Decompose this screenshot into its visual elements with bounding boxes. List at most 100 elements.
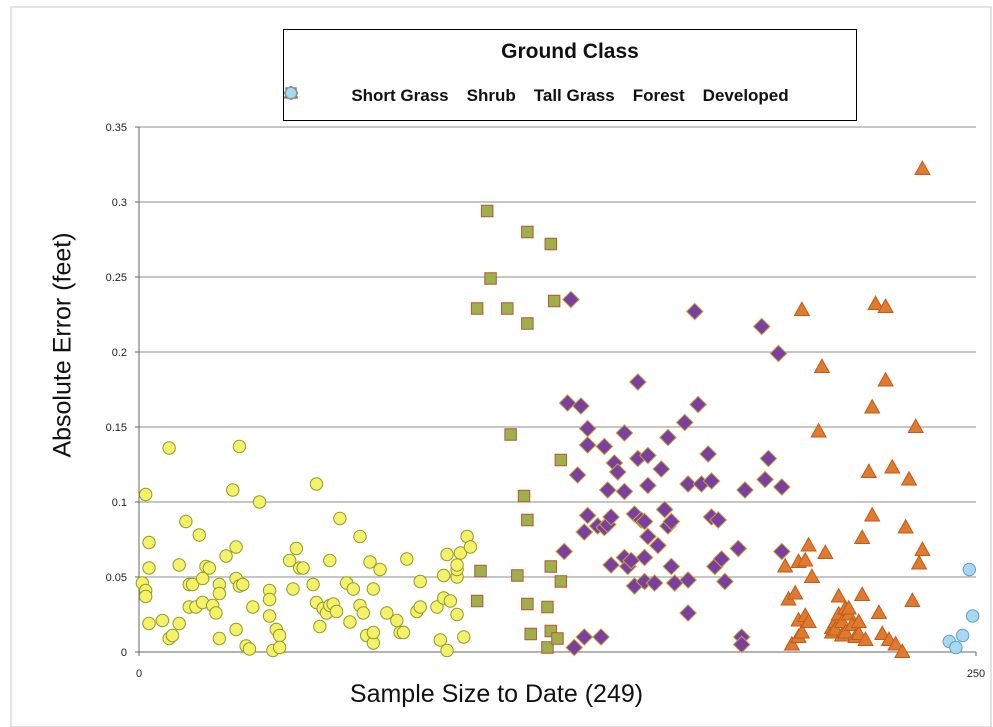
short-grass-point <box>313 619 327 634</box>
short-grass-point <box>440 643 454 658</box>
short-grass-point <box>179 514 193 529</box>
short-grass-point <box>450 558 464 572</box>
short-grass-point <box>450 607 464 622</box>
forest-point <box>803 568 821 583</box>
shrub-point <box>480 204 494 218</box>
tall-grass-point <box>628 373 647 391</box>
tall-grass-point <box>685 302 704 321</box>
legend-title: Ground Class <box>501 40 639 63</box>
developed-point <box>949 640 963 655</box>
short-grass-point <box>226 483 240 497</box>
shrub-point <box>504 428 517 441</box>
forest-point <box>796 551 814 567</box>
legend-item-forest: Forest <box>284 86 685 106</box>
short-grass-point <box>463 540 478 554</box>
legend: Ground Class Short Grass Shrub Tall Grass F… <box>283 29 857 121</box>
forest-point <box>877 371 894 387</box>
tall-grass-point <box>592 628 610 646</box>
short-grass-point <box>262 609 277 623</box>
legend-label: Tall Grass <box>533 86 615 105</box>
forest-point <box>840 599 858 615</box>
short-grass-point <box>396 625 411 640</box>
tall-grass-point <box>608 463 627 481</box>
tall-grass-point <box>679 571 697 589</box>
short-grass-point <box>457 630 471 644</box>
short-grass-point <box>142 561 156 575</box>
tall-grass-point <box>715 572 734 591</box>
shrub-point <box>521 317 534 330</box>
forest-point <box>867 295 884 310</box>
short-grass-point <box>209 606 223 620</box>
short-grass-point <box>296 561 310 575</box>
y-tick-label: 0.3 <box>112 197 127 209</box>
short-grass-point <box>232 439 247 454</box>
tall-grass-point <box>712 550 731 568</box>
short-grass-point <box>436 568 451 583</box>
short-grass-point <box>142 616 156 631</box>
legend-items: Short Grass Shrub Tall Grass Forest Develope… <box>284 86 856 106</box>
forest-point <box>800 613 817 628</box>
short-grass-point <box>172 558 186 572</box>
shrub-point <box>517 489 531 503</box>
shrub-point <box>501 302 514 315</box>
forest-point <box>870 604 888 619</box>
forest-point <box>914 160 931 175</box>
developed-point <box>962 562 977 577</box>
legend-label: Developed <box>702 86 789 105</box>
tall-grass-point <box>575 628 594 646</box>
tall-grass-point <box>578 436 597 454</box>
forest-point <box>910 554 928 570</box>
forest-point <box>887 635 904 651</box>
forest-point <box>877 298 894 313</box>
short-grass-point <box>400 552 414 566</box>
tall-grass-point <box>729 539 748 558</box>
legend-item-short-grass: Short Grass <box>284 86 449 106</box>
shrub-point <box>554 575 568 588</box>
shrub-point <box>554 453 568 467</box>
forest-point <box>853 529 871 544</box>
tall-grass-point <box>652 460 671 478</box>
short-grass-point <box>155 613 170 628</box>
short-grass-point <box>443 594 458 608</box>
tall-grass-point <box>561 290 580 309</box>
forest-point <box>827 620 844 636</box>
short-grass-point <box>453 546 468 560</box>
tall-grass-point <box>769 344 788 363</box>
short-grass-point <box>212 586 227 601</box>
short-grass-point <box>262 592 277 607</box>
y-tick-label: 0.05 <box>106 572 127 584</box>
x-tick-label: 250 <box>967 668 985 680</box>
y-tick-label: 0.25 <box>106 272 127 284</box>
legend-label: Short Grass <box>351 86 449 105</box>
tall-grass-point <box>689 395 708 414</box>
tall-grass-point <box>615 424 634 442</box>
short-grass-point <box>242 642 257 656</box>
tall-grass-point <box>772 542 791 561</box>
short-grass-point <box>346 582 360 596</box>
legend-label: Forest <box>632 86 685 105</box>
tall-grass-point <box>568 466 587 484</box>
short-grass-point <box>165 628 180 643</box>
tall-grass-point <box>638 446 657 465</box>
x-axis-title: Sample Size to Date (249) <box>349 680 644 708</box>
tall-grass-point <box>578 419 597 438</box>
short-grass-point <box>272 628 287 643</box>
short-grass-point <box>286 582 300 596</box>
tall-grass-point <box>662 512 681 531</box>
tall-grass-point <box>702 472 721 490</box>
tall-grass-point <box>575 523 594 541</box>
tall-grass-point <box>655 500 674 519</box>
tall-grass-point <box>659 428 677 447</box>
tall-grass-point <box>558 394 577 412</box>
shrub-point <box>521 597 534 611</box>
y-tick-label: 0.35 <box>106 122 127 134</box>
short-grass-point <box>323 553 337 568</box>
short-grass-point <box>252 495 267 509</box>
tall-grass-point <box>602 508 620 526</box>
short-grass-point <box>440 547 454 562</box>
short-grass-point <box>282 553 297 568</box>
forest-point <box>833 613 851 628</box>
tall-grass-point <box>638 527 657 546</box>
